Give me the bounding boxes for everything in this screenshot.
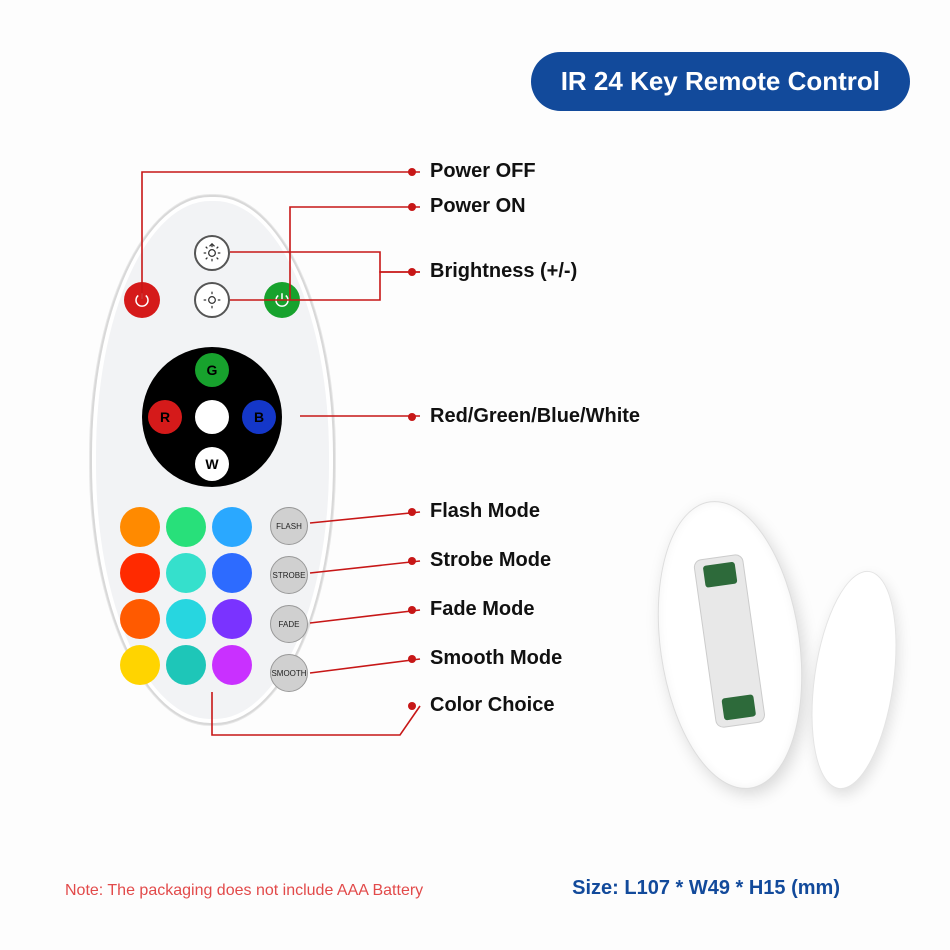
color-pad-5[interactable] <box>212 553 252 593</box>
color-pad-8[interactable] <box>212 599 252 639</box>
flash-mode-button[interactable]: FLASH <box>270 507 308 545</box>
color-pad-9[interactable] <box>120 645 160 685</box>
label-power-on: Power ON <box>430 195 526 218</box>
brightness-down-button[interactable] <box>194 282 230 318</box>
label-strobe: Strobe Mode <box>430 549 551 572</box>
remote-front: G B W R FLASH STROBE FADE SMOOTH <box>90 195 335 725</box>
color-pad-2[interactable] <box>212 507 252 547</box>
label-rgbw: Red/Green/Blue/White <box>430 405 640 428</box>
color-pad-1[interactable] <box>166 507 206 547</box>
power-on-button[interactable] <box>264 282 300 318</box>
color-pad-6[interactable] <box>120 599 160 639</box>
size-text: Size: L107 * W49 * H15 (mm) <box>572 877 840 900</box>
label-fade: Fade Mode <box>430 598 534 621</box>
power-icon <box>273 291 291 309</box>
color-pad-grid <box>120 507 255 685</box>
strobe-mode-button[interactable]: STROBE <box>270 556 308 594</box>
dial-b-button[interactable]: B <box>242 400 276 434</box>
label-brightness: Brightness (+/-) <box>430 260 577 283</box>
label-power-off: Power OFF <box>430 160 536 183</box>
battery-cover <box>799 566 909 795</box>
label-flash: Flash Mode <box>430 500 540 523</box>
color-pad-10[interactable] <box>166 645 206 685</box>
power-icon <box>133 291 151 309</box>
dial-g-button[interactable]: G <box>195 353 229 387</box>
label-color-choice: Color Choice <box>430 694 554 717</box>
brightness-up-button[interactable] <box>194 235 230 271</box>
color-pad-7[interactable] <box>166 599 206 639</box>
battery-note: Note: The packaging does not include AAA… <box>65 882 423 900</box>
power-off-button[interactable] <box>124 282 160 318</box>
remote-back <box>641 492 820 799</box>
dial-w-button[interactable]: W <box>195 447 229 481</box>
smooth-mode-button[interactable]: SMOOTH <box>270 654 308 692</box>
battery-compartment <box>693 553 766 728</box>
brightness-up-icon <box>202 243 222 263</box>
rgbw-dial[interactable]: G B W R <box>142 347 282 487</box>
dial-r-button[interactable]: R <box>148 400 182 434</box>
color-pad-11[interactable] <box>212 645 252 685</box>
color-pad-0[interactable] <box>120 507 160 547</box>
label-smooth: Smooth Mode <box>430 647 562 670</box>
fade-mode-button[interactable]: FADE <box>270 605 308 643</box>
color-pad-3[interactable] <box>120 553 160 593</box>
brightness-down-icon <box>202 290 222 310</box>
color-pad-4[interactable] <box>166 553 206 593</box>
title-pill: IR 24 Key Remote Control <box>531 52 910 111</box>
